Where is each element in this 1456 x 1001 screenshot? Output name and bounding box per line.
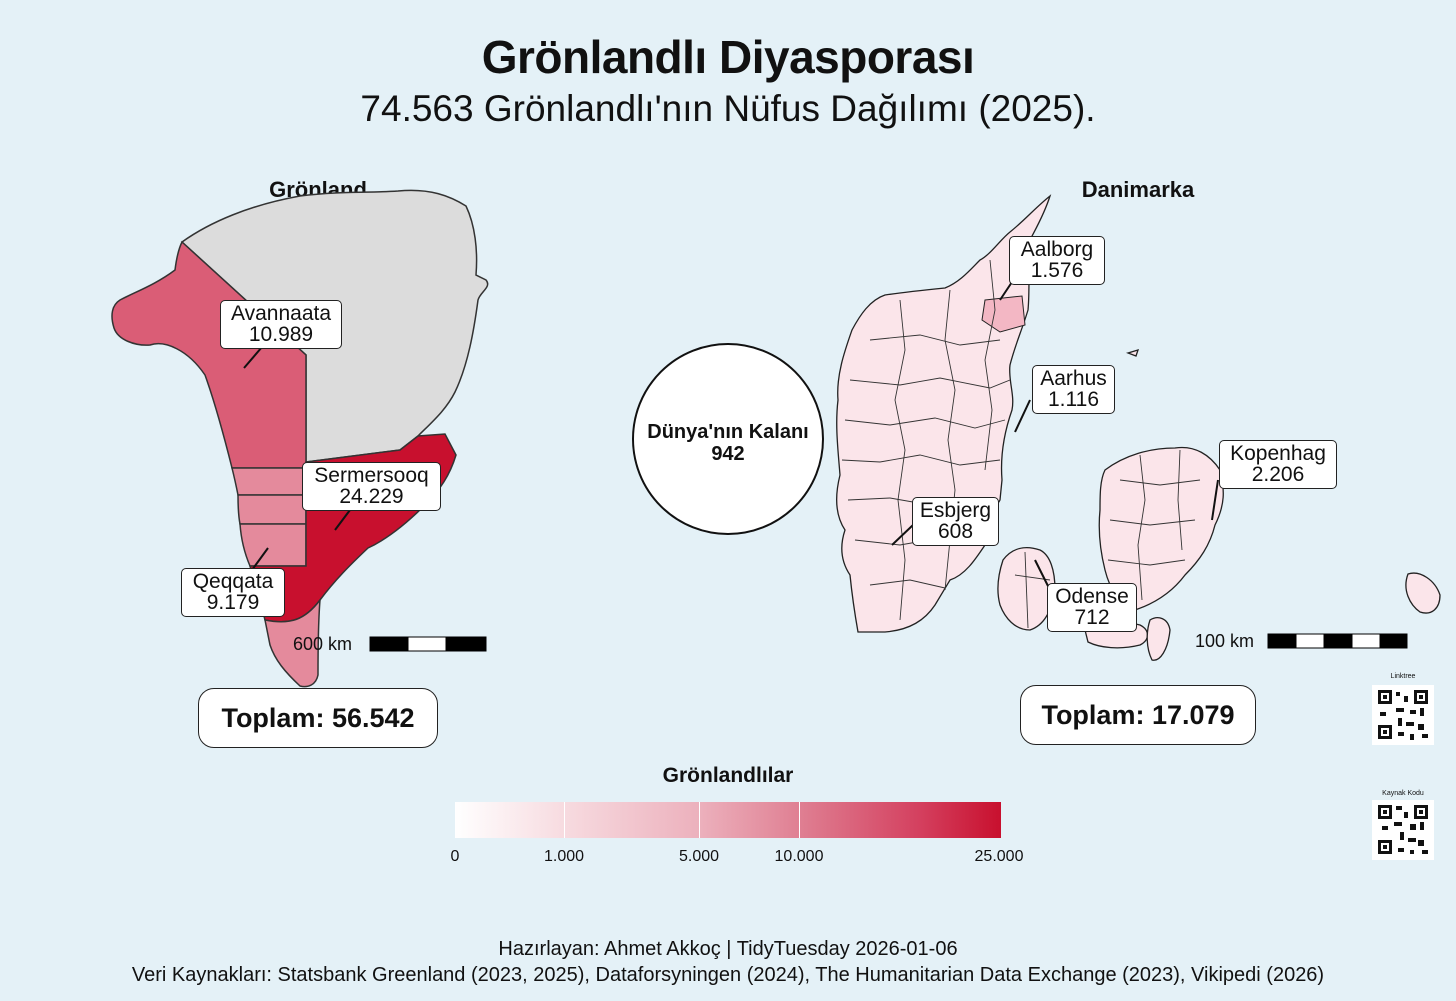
legend-tick-label: 25.000 <box>974 848 1024 865</box>
denmark-panel-title: Danimarka <box>1081 177 1195 202</box>
region-value: 9.179 <box>206 591 260 614</box>
qr-linktree-caption: Linktree <box>1390 673 1416 680</box>
qr-linktree-image <box>1372 685 1434 745</box>
region-label-sermersooq: Sermersooq 24.229 <box>302 462 441 511</box>
city-name: Odense <box>1055 585 1129 608</box>
city-value: 1.576 <box>1030 259 1084 282</box>
greenland-total-box: Toplam: 56.542 <box>198 688 438 748</box>
city-value: 1.116 <box>1048 388 1099 411</box>
rest-of-world-value: 942 <box>711 443 745 465</box>
legend-tick-label: 10.000 <box>774 848 824 865</box>
footer-credit: Hazırlayan: Ahmet Akkoç | TidyTuesday 20… <box>498 938 958 960</box>
city-name: Aalborg <box>1020 238 1094 261</box>
legend-tick-label: 1.000 <box>543 848 585 865</box>
greenland-qeqqata-region <box>237 494 307 525</box>
greenland-qeqertalik-region <box>231 467 307 496</box>
chart-title: Grönlandlı Diyasporası <box>481 31 975 83</box>
city-label-odense: Odense 712 <box>1047 583 1137 632</box>
legend-tick-label: 5.000 <box>678 848 720 865</box>
chart-subtitle: 74.563 Grönlandlı'nın Nüfus Dağılımı (20… <box>360 88 1096 129</box>
qr-source-image <box>1372 800 1434 860</box>
city-value: 608 <box>937 520 974 543</box>
municipality-borders <box>841 259 1201 629</box>
legend-tick-mark <box>699 802 700 838</box>
legend-tick-mark <box>799 802 800 838</box>
greenland-avannaata-region <box>111 240 307 469</box>
denmark-total-box: Toplam: 17.079 <box>1020 685 1256 745</box>
city-label-aalborg: Aalborg 1.576 <box>1009 236 1105 285</box>
city-name: Aarhus <box>1040 367 1107 390</box>
legend-title: Grönlandlılar <box>662 764 794 787</box>
region-label-avannaata: Avannaata 10.989 <box>220 300 342 349</box>
region-label-qeqqata: Qeqqata 9.179 <box>181 568 285 617</box>
region-name: Sermersooq <box>314 464 429 487</box>
region-name: Avannaata <box>230 302 332 325</box>
greenland-map <box>111 189 489 688</box>
footer-sources: Veri Kaynakları: Statsbank Greenland (20… <box>131 964 1325 986</box>
city-value: 2.206 <box>1251 463 1305 486</box>
region-value: 24.229 <box>339 485 404 508</box>
falster-island <box>1146 617 1171 661</box>
region-name: Qeqqata <box>192 570 274 593</box>
legend-tick-label: 0 <box>450 848 460 865</box>
legend-color-bar <box>455 802 1001 838</box>
city-name: Kopenhag <box>1230 442 1326 465</box>
region-value: 10.989 <box>248 323 314 346</box>
city-name: Esbjerg <box>919 499 992 522</box>
greenland-kujalleq-west-region <box>239 523 307 567</box>
bornholm-island <box>1405 572 1441 614</box>
anholt-island <box>1125 349 1140 357</box>
city-value: 712 <box>1074 606 1110 629</box>
city-label-esbjerg: Esbjerg 608 <box>912 497 999 546</box>
greenland-scale-label: 600 km <box>293 634 353 654</box>
rest-of-world-label: Dünya'nın Kalanı <box>647 421 809 443</box>
rest-of-world-circle: Dünya'nın Kalanı 942 <box>632 343 824 535</box>
denmark-scale-bar <box>1267 633 1408 649</box>
zealand-island <box>1098 446 1224 611</box>
city-label-kopenhag: Kopenhag 2.206 <box>1219 440 1337 489</box>
city-label-aarhus: Aarhus 1.116 <box>1032 365 1115 414</box>
greenland-scale-bar <box>369 636 487 652</box>
qr-source-caption: Kaynak Kodu <box>1382 790 1424 797</box>
denmark-scale-label: 100 km <box>1195 631 1255 651</box>
denmark-map <box>836 194 1441 661</box>
greenland-kujalleq-region <box>264 597 321 688</box>
legend-tick-mark <box>564 802 565 838</box>
